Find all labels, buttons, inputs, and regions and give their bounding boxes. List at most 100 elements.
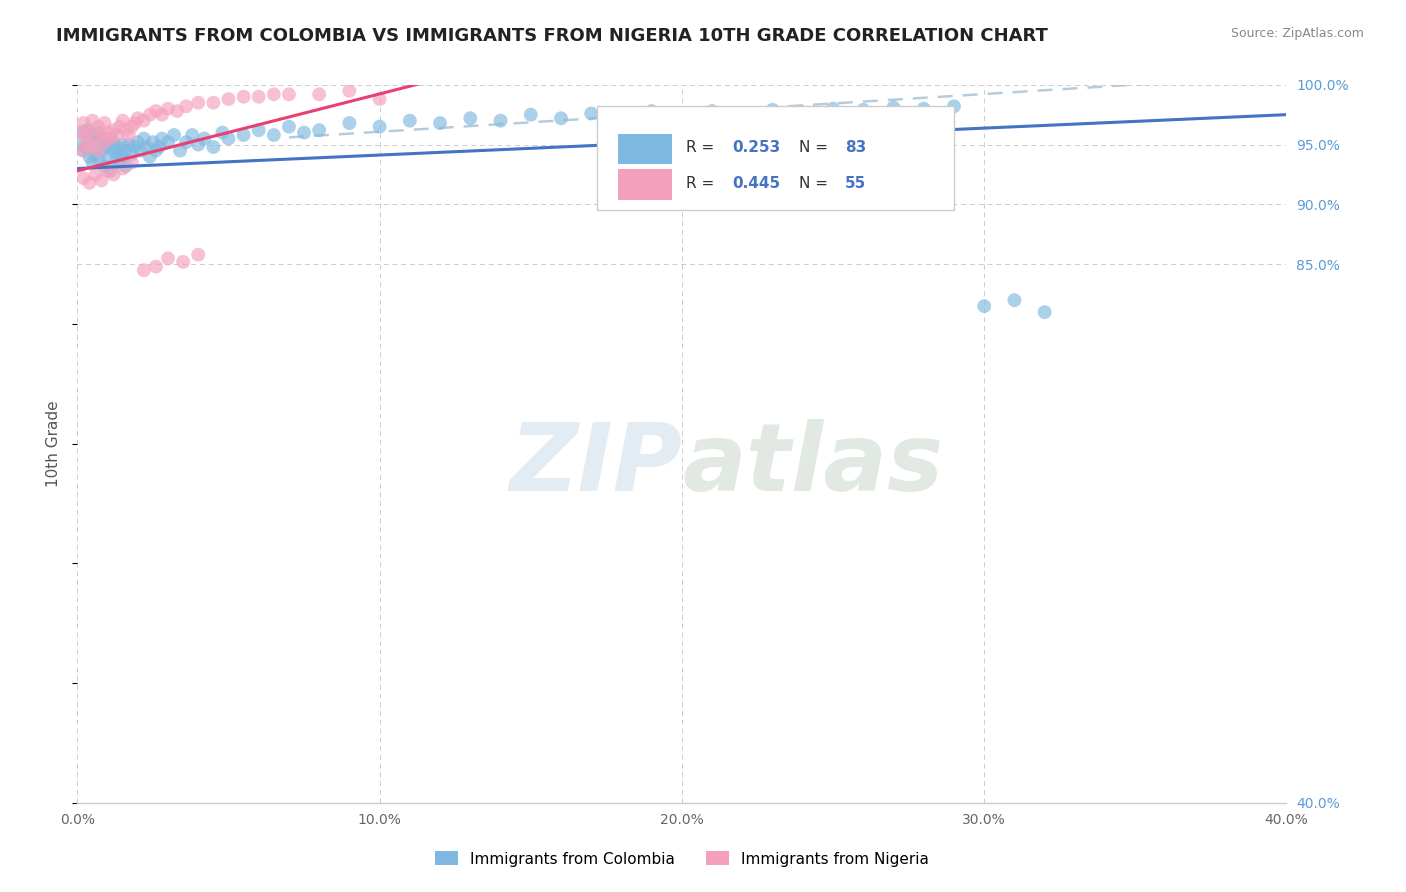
Point xyxy=(278,120,301,134)
Point xyxy=(166,104,188,119)
Text: 0.253: 0.253 xyxy=(733,140,780,155)
Point xyxy=(132,263,155,277)
Point xyxy=(93,116,115,130)
Point xyxy=(108,120,131,134)
Point xyxy=(114,123,136,137)
Point xyxy=(139,149,162,164)
Point xyxy=(103,144,125,158)
Point xyxy=(702,104,724,119)
Text: N =: N = xyxy=(799,177,834,191)
Point xyxy=(232,89,254,103)
Point xyxy=(135,140,157,154)
Point xyxy=(111,161,134,176)
Point xyxy=(87,144,110,158)
Point xyxy=(82,113,104,128)
Point xyxy=(121,155,143,169)
Point xyxy=(429,116,451,130)
Text: atlas: atlas xyxy=(682,419,943,511)
Point xyxy=(79,123,101,137)
Point xyxy=(308,87,330,102)
Point xyxy=(100,131,122,145)
Point xyxy=(118,137,141,152)
Y-axis label: 10th Grade: 10th Grade xyxy=(46,401,62,487)
Point xyxy=(211,126,233,140)
Point xyxy=(84,135,107,149)
Point xyxy=(84,131,107,145)
Point xyxy=(75,128,97,142)
Point xyxy=(79,131,101,145)
Point xyxy=(202,140,225,154)
Point xyxy=(111,113,134,128)
Point xyxy=(84,147,107,161)
Point xyxy=(111,149,134,164)
Point xyxy=(108,147,131,161)
Point xyxy=(79,176,101,190)
Point xyxy=(96,149,118,164)
Point xyxy=(132,131,155,145)
Point xyxy=(399,113,422,128)
Point xyxy=(292,126,315,140)
Point xyxy=(96,140,118,154)
Point xyxy=(187,248,209,262)
Point xyxy=(103,135,125,149)
Point xyxy=(263,87,285,102)
Text: N =: N = xyxy=(799,140,834,155)
Point xyxy=(72,116,94,130)
Point xyxy=(72,126,94,140)
Point xyxy=(247,89,270,103)
Text: Source: ZipAtlas.com: Source: ZipAtlas.com xyxy=(1230,27,1364,40)
Point xyxy=(187,137,209,152)
FancyBboxPatch shape xyxy=(598,106,955,211)
Point xyxy=(581,106,603,120)
Text: IMMIGRANTS FROM COLOMBIA VS IMMIGRANTS FROM NIGERIA 10TH GRADE CORRELATION CHART: IMMIGRANTS FROM COLOMBIA VS IMMIGRANTS F… xyxy=(56,27,1047,45)
Point xyxy=(114,144,136,158)
Point xyxy=(82,140,104,154)
Point xyxy=(278,87,301,102)
Point xyxy=(90,131,112,145)
Point xyxy=(821,102,844,116)
Point xyxy=(163,128,186,142)
Point xyxy=(69,137,91,152)
Point xyxy=(75,140,97,154)
Point xyxy=(105,128,128,142)
Point xyxy=(93,137,115,152)
Point xyxy=(96,164,118,178)
Point xyxy=(75,137,97,152)
Point xyxy=(84,168,107,182)
Point xyxy=(458,112,481,126)
Point xyxy=(218,92,240,106)
Point xyxy=(103,123,125,137)
FancyBboxPatch shape xyxy=(617,169,672,200)
Point xyxy=(79,149,101,164)
Point xyxy=(731,106,754,120)
Text: 83: 83 xyxy=(845,140,866,155)
Point xyxy=(150,108,173,122)
Point xyxy=(103,168,125,182)
Point xyxy=(172,255,194,269)
Point xyxy=(187,95,209,110)
Point xyxy=(157,135,180,149)
Point xyxy=(942,99,965,113)
Point xyxy=(1004,293,1026,307)
Legend: Immigrants from Colombia, Immigrants from Nigeria: Immigrants from Colombia, Immigrants fro… xyxy=(427,844,936,874)
Point xyxy=(129,144,152,158)
Point xyxy=(90,144,112,158)
Point xyxy=(132,113,155,128)
Point xyxy=(641,104,664,119)
Point xyxy=(337,84,360,98)
Point xyxy=(157,102,180,116)
Point xyxy=(520,108,543,122)
Point xyxy=(90,173,112,187)
Point xyxy=(145,260,167,274)
Point xyxy=(368,92,391,106)
Point xyxy=(87,126,110,140)
Point xyxy=(105,152,128,166)
Point xyxy=(181,128,204,142)
Point xyxy=(157,252,180,266)
Point xyxy=(232,128,254,142)
Point xyxy=(82,128,104,142)
Point xyxy=(762,103,785,117)
Text: R =: R = xyxy=(686,140,718,155)
Point xyxy=(127,135,149,149)
Point xyxy=(792,105,814,120)
